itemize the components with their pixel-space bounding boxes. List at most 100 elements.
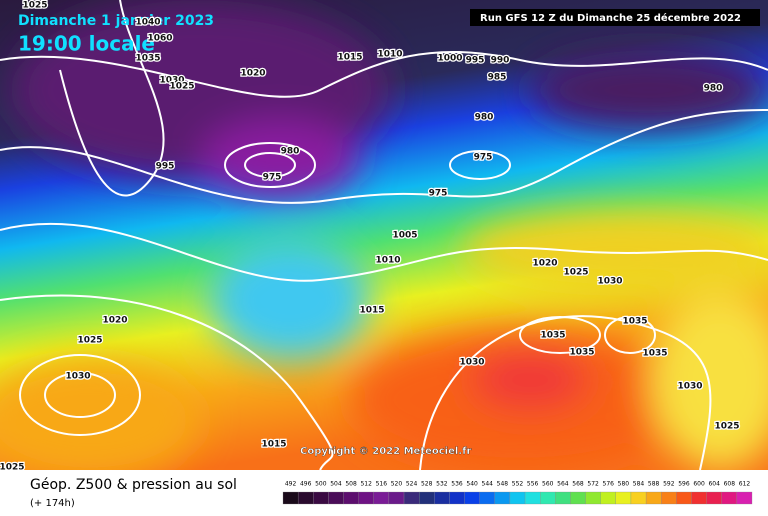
isobar-label: 975 [474, 153, 493, 163]
isobar-label: 1030 [65, 372, 90, 382]
isobar-label: 1015 [337, 53, 362, 63]
colorbar-swatch [540, 491, 556, 505]
colorbar-swatch [434, 491, 450, 505]
colorbar-label: 520 [391, 481, 403, 488]
colorbar-swatch [706, 491, 722, 505]
colorbar-label: 596 [678, 481, 690, 488]
isobar-label: 995 [156, 162, 175, 172]
isobar-label: 1035 [622, 317, 647, 327]
isobar-label: 1035 [642, 349, 667, 359]
isobar-label: 980 [475, 113, 494, 123]
colorbar-label: 504 [330, 481, 342, 488]
colorbar-swatch [509, 491, 526, 505]
isobar-label: 1025 [169, 82, 194, 92]
colorbar-swatch [691, 491, 707, 505]
lead-time: (+ 174h) [30, 498, 75, 509]
colorbar-swatch [615, 491, 632, 505]
isobar-label: 1035 [540, 331, 565, 341]
isobar-label: 1000 [437, 54, 462, 64]
footer [0, 470, 768, 512]
colorbar-label: 588 [648, 481, 660, 488]
colorbar-label: 512 [360, 481, 372, 488]
colorbar-label: 584 [633, 481, 645, 488]
isobar-label: 1030 [677, 382, 702, 392]
colorbar-swatch [570, 491, 586, 505]
colorbar-swatch [464, 491, 480, 505]
run-box [470, 9, 760, 26]
colorbar-swatch [388, 491, 405, 505]
colorbar-label: 568 [572, 481, 584, 488]
legend-title: Géop. Z500 & pression au sol [30, 477, 237, 493]
isobar-label: 1020 [532, 259, 557, 269]
colorbar-swatch [600, 491, 616, 505]
forecast-time: 19:00 locale [18, 32, 155, 56]
colorbar-label: 548 [497, 481, 509, 488]
colorbar-label: 500 [315, 481, 327, 488]
isobars [0, 0, 768, 470]
colorbar-label: 580 [618, 481, 630, 488]
colorbar-label: 572 [587, 481, 599, 488]
colorbar-swatch [297, 491, 314, 505]
forecast-date: Dimanche 1 janvier 2023 [18, 13, 214, 29]
colorbar-label: 524 [406, 481, 418, 488]
isobar-label: 990 [491, 56, 510, 66]
colorbar-swatch [555, 491, 571, 505]
colorbar-swatch [373, 491, 390, 505]
colorbar-label: 612 [739, 481, 751, 488]
copyright: Copyright © 2022 Meteociel.fr [300, 446, 471, 457]
colorbar-swatch [403, 491, 420, 505]
colorbar-swatch [479, 491, 495, 505]
isobar-label: 1020 [102, 316, 127, 326]
colorbar-label: 600 [693, 481, 705, 488]
colorbar-label: 544 [482, 481, 494, 488]
colorbar-label: 576 [603, 481, 615, 488]
colorbar-label: 560 [542, 481, 554, 488]
colorbar-label: 540 [466, 481, 478, 488]
colorbar-label: 508 [345, 481, 357, 488]
colorbar-swatch [328, 491, 344, 505]
isobar-label: 975 [263, 173, 282, 183]
colorbar-label: 552 [512, 481, 524, 488]
isobar-label: 1025 [563, 268, 588, 278]
isobar-label: 1025 [714, 422, 739, 432]
colorbar-label: 532 [436, 481, 448, 488]
colorbar-label: 564 [557, 481, 569, 488]
colorbar-label: 592 [663, 481, 675, 488]
colorbar-label: 528 [421, 481, 433, 488]
isobar-label: 980 [704, 84, 723, 94]
colorbar-swatch [736, 491, 753, 505]
isobar-label: 985 [488, 73, 507, 83]
isobar-label: 1010 [377, 50, 402, 60]
isobar-label: 1025 [22, 1, 47, 11]
field-shading [0, 0, 768, 480]
isobar-label: 1010 [375, 256, 400, 266]
colorbar-swatch [676, 491, 692, 505]
isobar-label: 1030 [597, 277, 622, 287]
isobar-label: 1030 [159, 76, 184, 86]
colorbar-swatch [661, 491, 677, 505]
isobar-label: 1030 [459, 358, 484, 368]
isobar-label: 1035 [135, 54, 160, 64]
isobar-label: 1060 [147, 34, 172, 44]
colorbar-swatch [645, 491, 662, 505]
colorbar-swatch [449, 491, 465, 505]
colorbar-swatch [721, 491, 738, 505]
colorbar-label: 496 [300, 481, 312, 488]
colorbar-label: 492 [285, 481, 297, 488]
isobar-label: 1005 [392, 231, 417, 241]
colorbar-swatch [630, 491, 647, 505]
colorbar-swatch [313, 491, 329, 505]
isobar-label: 1020 [240, 69, 265, 79]
isobar-label: 1025 [77, 336, 102, 346]
colorbar-label: 556 [527, 481, 539, 488]
isobar-label: 1025 [0, 463, 25, 473]
run-info: Run GFS 12 Z du Dimanche 25 décembre 202… [480, 12, 741, 24]
colorbar-label: 536 [451, 481, 463, 488]
isobar-label: 980 [281, 147, 300, 157]
colorbar-swatch [419, 491, 435, 505]
isobar-label: 1015 [261, 440, 286, 450]
isobar-label: 995 [466, 56, 485, 66]
colorbar-swatch [585, 491, 601, 505]
